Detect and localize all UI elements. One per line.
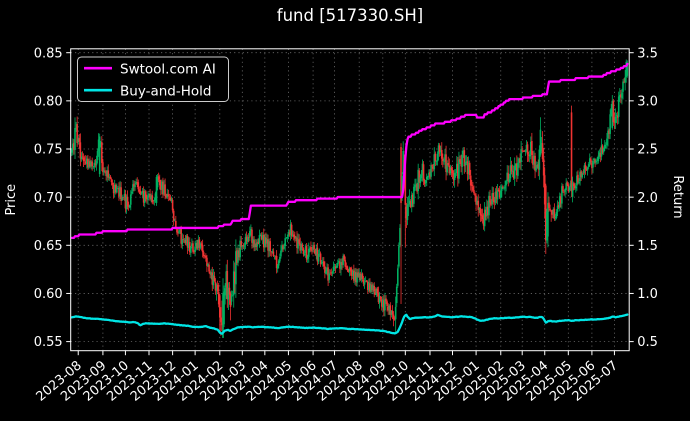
y-tick-label-left: 0.65 — [34, 239, 63, 254]
y-tick-label-right: 0.5 — [637, 335, 658, 350]
legend: Swtool.com AI Buy-and-Hold — [77, 56, 229, 102]
y-tick-label-left: 0.85 — [34, 46, 63, 61]
y-tick-label-left: 0.60 — [34, 287, 63, 302]
legend-ai-label: Swtool.com AI — [120, 61, 216, 77]
chart-title: fund [517330.SH] — [277, 6, 423, 25]
y-tick-label-right: 1.5 — [637, 239, 658, 254]
y-tick-label-right: 2.5 — [637, 143, 658, 158]
y-tick-label-right: 3.0 — [637, 94, 658, 109]
y-axis-label-right: Return — [670, 175, 685, 218]
y-tick-label-left: 0.55 — [34, 335, 63, 350]
candlesticks — [71, 59, 629, 338]
y-tick-label-left: 0.80 — [34, 94, 63, 109]
y-tick-label-right: 1.0 — [637, 287, 658, 302]
y-tick-label-left: 0.75 — [34, 143, 63, 158]
y-tick-label-right: 3.5 — [637, 46, 658, 61]
axes-frame — [70, 48, 630, 352]
ai-return-line — [70, 62, 629, 240]
buy-and-hold-line — [70, 313, 629, 335]
y-tick-label-right: 2.0 — [637, 191, 658, 206]
legend-box — [77, 56, 229, 102]
y-axis-label-left: Price — [4, 184, 19, 216]
legend-bh-label: Buy-and-Hold — [120, 83, 211, 99]
y-tick-label-left: 0.70 — [34, 191, 63, 206]
